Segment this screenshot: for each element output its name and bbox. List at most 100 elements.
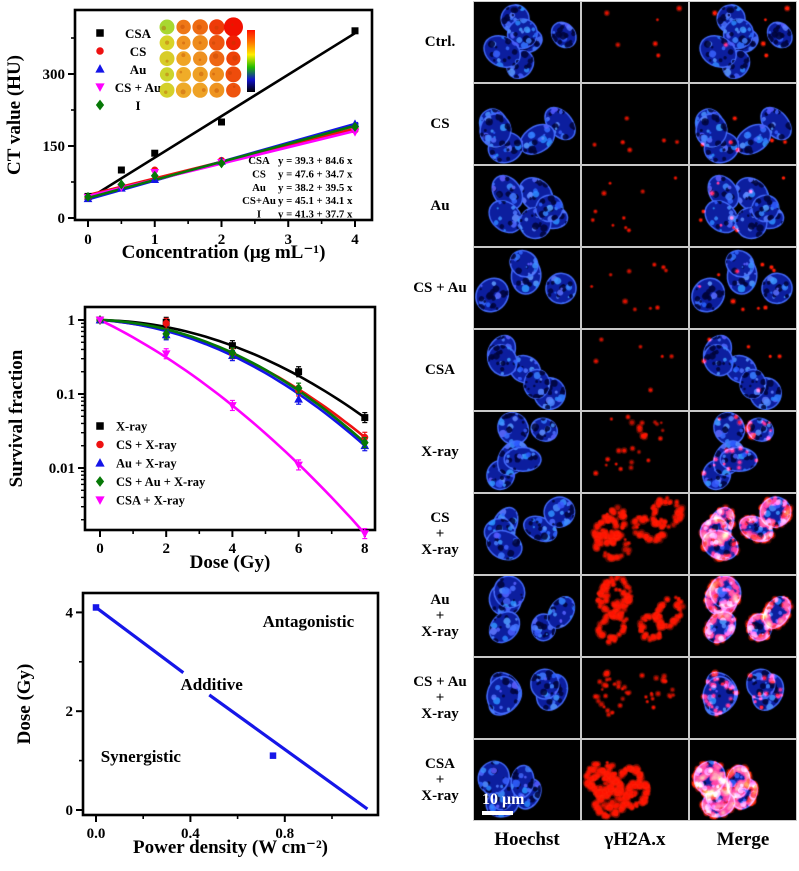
svg-text:6: 6 [295, 541, 303, 557]
micro-row-3: Au [408, 165, 798, 247]
svg-text:Au: Au [252, 182, 266, 194]
column-label-gamma-h2ax: γH2A.x [604, 829, 666, 850]
micro-cell-merge-row7 [689, 493, 797, 575]
scale-bar-line [482, 811, 513, 815]
row-label: CS + Au + X-ray [413, 674, 467, 722]
svg-text:0.1: 0.1 [56, 387, 75, 403]
scale-bar-label: 10 μm [482, 791, 525, 808]
micro-cell-gamma-h2ax-row9 [581, 657, 689, 739]
ct-value-chart: 0 1 2 3 4 0 150 300 CSA CS Au CS + Au I CSA y = 39.3 +… [0, 0, 440, 287]
micro-cell-merge-row9 [689, 657, 797, 739]
svg-text:150: 150 [43, 139, 66, 155]
micro-cell-hoechst-row9 [473, 657, 581, 739]
micro-row-8: Au + X-ray [408, 575, 798, 657]
row-label: CSA [424, 362, 455, 378]
micro-cell-hoechst-row8 [473, 575, 581, 657]
micro-cell-merge-row4 [689, 247, 797, 329]
svg-text:1: 1 [151, 232, 159, 248]
svg-text:CSA: CSA [125, 26, 152, 41]
scale-bar: 10 μm [482, 792, 524, 815]
micro-cell-gamma-h2ax-row4 [581, 247, 689, 329]
row-label: CS + Au [413, 280, 467, 296]
micro-cell-hoechst-row5 [473, 329, 581, 411]
micro-cell-merge-row5 [689, 329, 797, 411]
svg-text:Synergistic: Synergistic [101, 747, 182, 766]
svg-text:Survival fraction: Survival fraction [6, 349, 27, 487]
micro-cell-merge-row10 [689, 739, 797, 821]
survival-fraction-chart: 0 2 4 6 8 1 0.1 0.01 X-ray CS + X-ray Au + X-ray CS… [0, 282, 440, 585]
micro-cell-merge-row2 [689, 83, 797, 165]
micro-cell-hoechst-row10 [473, 739, 581, 821]
micro-cell-gamma-h2ax-row2 [581, 83, 689, 165]
svg-text:0.8: 0.8 [275, 826, 294, 842]
svg-text:0.01: 0.01 [49, 461, 75, 477]
isobologram-chart: 0.0 0.4 0.8 0 2 4 Antagonistic Additive Synergis… [0, 580, 440, 871]
svg-text:Additive: Additive [180, 675, 243, 694]
svg-text:CS: CS [130, 44, 147, 59]
row-label: Ctrl. [424, 34, 456, 50]
svg-text:300: 300 [43, 67, 66, 83]
svg-text:CS+Au: CS+Au [242, 195, 276, 207]
svg-text:4: 4 [351, 232, 359, 248]
survival-chart-svg: 0 2 4 6 8 1 0.1 0.01 X-ray CS + X-ray Au + X-ray CS… [6, 305, 377, 573]
svg-text:y = 41.3 + 37.7 x: y = 41.3 + 37.7 x [278, 209, 353, 221]
svg-text:0: 0 [58, 211, 66, 227]
svg-text:Au: Au [130, 62, 147, 77]
micro-row-10: CSA + X-ray 10 μm [408, 739, 798, 821]
svg-text:0: 0 [84, 232, 92, 248]
svg-text:X-ray: X-ray [116, 420, 148, 434]
micro-cell-hoechst-row3 [473, 165, 581, 247]
micro-cell-gamma-h2ax-row10 [581, 739, 689, 821]
svg-text:3: 3 [285, 232, 293, 248]
micro-row-7: CS + X-ray [408, 493, 798, 575]
svg-text:2: 2 [66, 704, 74, 720]
svg-text:y = 39.3 + 84.6 x: y = 39.3 + 84.6 x [278, 155, 353, 167]
row-label: Au [430, 198, 450, 214]
row-label: CS + X-ray [421, 510, 459, 558]
svg-text:CSA + X-ray: CSA + X-ray [116, 494, 186, 508]
micro-row-5: CSA [408, 329, 798, 411]
micro-cell-hoechst-row2 [473, 83, 581, 165]
svg-text:0.4: 0.4 [181, 826, 200, 842]
svg-text:CS + X-ray: CS + X-ray [116, 438, 177, 452]
micro-row-6: X-ray [408, 411, 798, 493]
svg-text:1: 1 [68, 313, 76, 329]
svg-text:Power density (W cm⁻²): Power density (W cm⁻²) [133, 837, 328, 858]
svg-text:CSA: CSA [248, 155, 270, 167]
microscopy-rows: Ctrl. CS Au CS + Au CSA X-ray CS + X-ray Au + X-ray… [408, 1, 798, 821]
svg-text:0.0: 0.0 [87, 826, 106, 842]
column-label-hoechst: Hoechst [494, 829, 560, 850]
micro-row-9: CS + Au + X-ray [408, 657, 798, 739]
row-label: Au + X-ray [421, 592, 459, 640]
svg-text:Au + X-ray: Au + X-ray [116, 457, 177, 471]
micro-cell-merge-row1 [689, 1, 797, 83]
micro-cell-hoechst-row6 [473, 411, 581, 493]
microscopy-column-labels: Hoechst γH2A.x Merge [408, 829, 798, 851]
micro-cell-merge-row3 [689, 165, 797, 247]
row-label: CSA + X-ray [421, 756, 459, 804]
svg-text:I: I [257, 209, 261, 221]
svg-text:0: 0 [96, 541, 104, 557]
column-label-merge: Merge [716, 829, 770, 850]
micro-row-1: Ctrl. [408, 1, 798, 83]
svg-text:4: 4 [229, 541, 237, 557]
svg-text:2: 2 [218, 232, 226, 248]
micro-cell-merge-row8 [689, 575, 797, 657]
svg-text:Dose (Gy): Dose (Gy) [190, 552, 271, 573]
micro-cell-gamma-h2ax-row5 [581, 329, 689, 411]
svg-text:Concentration (μg mL⁻¹): Concentration (μg mL⁻¹) [122, 242, 326, 263]
micro-cell-hoechst-row7 [473, 493, 581, 575]
row-label: X-ray [421, 444, 459, 460]
svg-text:y = 38.2 + 39.5 x: y = 38.2 + 39.5 x [278, 182, 353, 194]
svg-text:CT value (HU): CT value (HU) [4, 55, 25, 175]
micro-cell-gamma-h2ax-row1 [581, 1, 689, 83]
micro-cell-hoechst-row1 [473, 1, 581, 83]
row-label: CS [430, 116, 450, 132]
micro-cell-gamma-h2ax-row8 [581, 575, 689, 657]
svg-text:CS + Au + X-ray: CS + Au + X-ray [116, 475, 206, 489]
column-label-spacer [408, 829, 472, 851]
micro-cell-gamma-h2ax-row7 [581, 493, 689, 575]
svg-text:CS: CS [252, 168, 266, 180]
svg-text:y = 47.6 + 34.7 x: y = 47.6 + 34.7 x [278, 168, 353, 180]
